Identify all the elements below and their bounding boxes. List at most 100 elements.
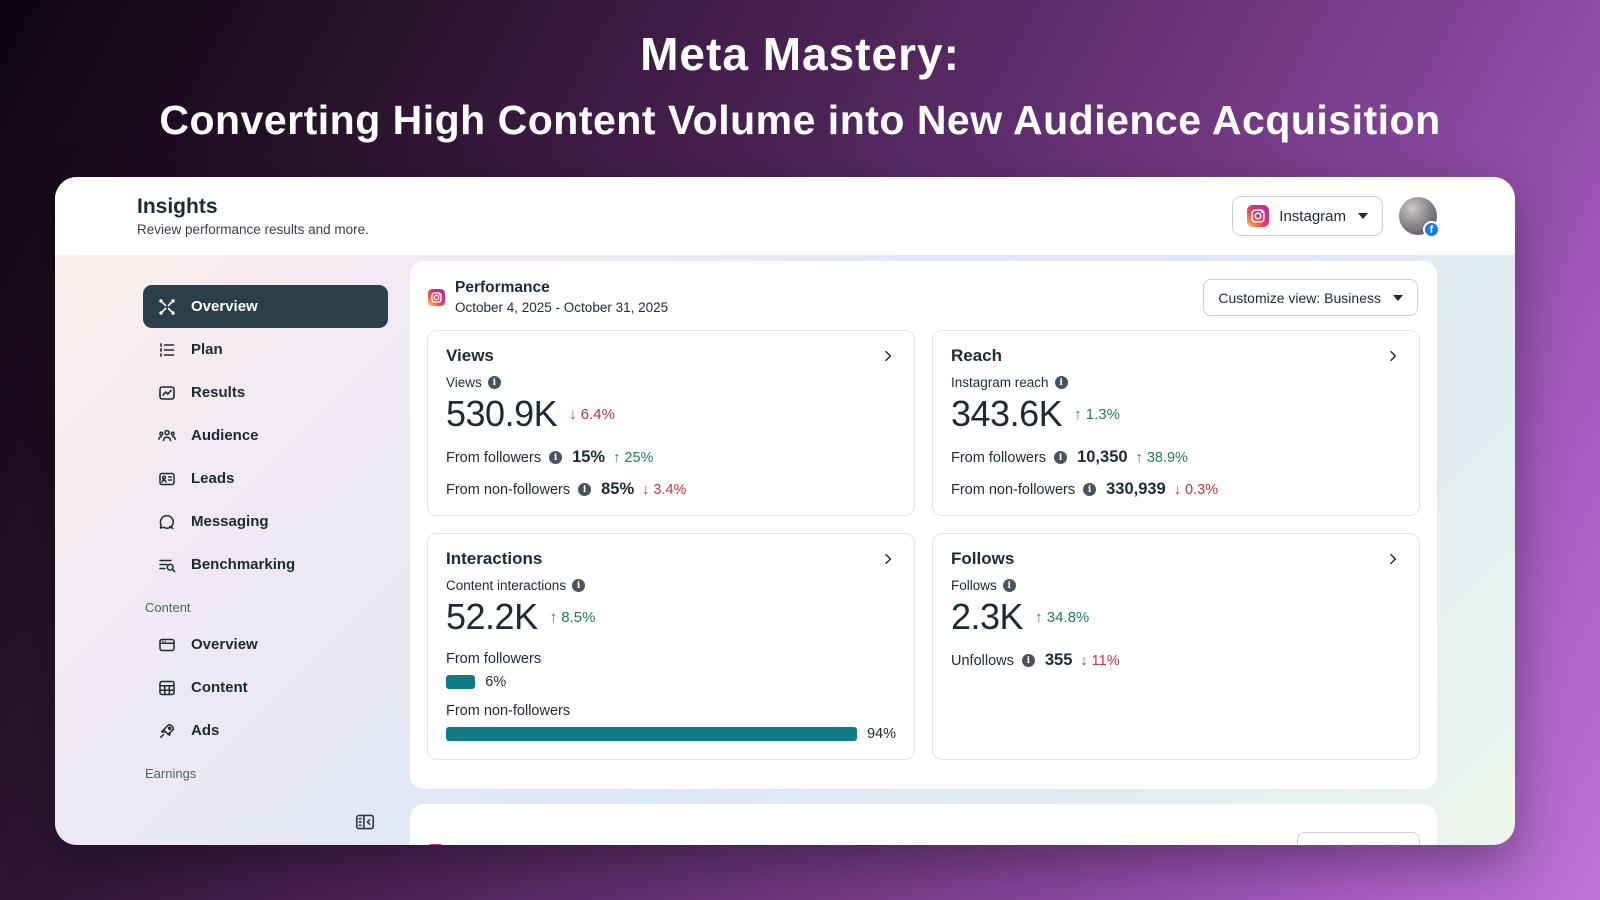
interactions-card: Interactions Content interactions 52.2K … [427, 533, 915, 760]
results-chart-icon [157, 383, 177, 403]
avatar[interactable] [1399, 197, 1440, 238]
benchmarking-search-icon [157, 555, 177, 575]
info-icon[interactable] [578, 483, 592, 496]
chevron-right-icon[interactable] [1385, 348, 1401, 364]
views-card: Views Views 530.9K ↓ 6.4% From follo [427, 330, 915, 516]
bar-label: From followers [446, 651, 542, 667]
performance-title: Performance [455, 279, 550, 296]
sidebar-item-ads[interactable]: Ads [143, 709, 388, 752]
bar-fill [446, 675, 476, 689]
stat-row: From non-followers 85% ↓ 3.4% [446, 480, 896, 499]
sidebar-section-content: Content [145, 600, 191, 615]
reach-value: 343.6K [951, 393, 1063, 434]
stat-row: From non-followers 330,939 ↓ 0.3% [951, 480, 1401, 499]
plan-list-icon [157, 340, 177, 360]
follows-metric-label: Follows [951, 578, 997, 593]
account-selector-label: Instagram [1279, 207, 1346, 225]
chevron-right-icon[interactable] [880, 348, 896, 364]
follows-delta: ↑ 34.8% [1035, 608, 1090, 626]
reach-card: Reach Instagram reach 343.6K ↑ 1.3% [932, 330, 1420, 516]
sidebar: Overview Plan Results Audience [55, 255, 410, 845]
app-header-titles: Insights Review performance results and … [137, 195, 369, 237]
sidebar-item-label: Plan [191, 341, 223, 358]
page-subtitle: Review performance results and more. [137, 222, 369, 237]
info-icon[interactable] [1002, 579, 1016, 592]
follows-card: Follows Follows 2.3K ↑ 34.8% Unfollo [932, 533, 1420, 760]
info-icon[interactable] [1083, 483, 1097, 496]
sidebar-item-audience[interactable]: Audience [143, 414, 388, 457]
info-icon[interactable] [549, 451, 563, 464]
performance-date-range: October 4, 2025 - October 31, 2025 [455, 300, 669, 315]
sidebar-item-label: Ads [191, 722, 220, 739]
recent-content-title: Recent content [454, 843, 566, 845]
info-icon[interactable] [1054, 376, 1068, 389]
info-icon[interactable] [1054, 451, 1068, 464]
sidebar-item-label: Benchmarking [191, 556, 296, 573]
views-metric-label: Views [446, 375, 482, 390]
leads-card-icon [157, 469, 177, 489]
sidebar-item-label: Leads [191, 470, 235, 487]
reach-metric-label: Instagram reach [951, 375, 1049, 390]
reach-delta: ↑ 1.3% [1074, 405, 1120, 423]
bar-percent: 94% [866, 726, 896, 742]
hero-banner: Meta Mastery: Converting High Content Vo… [0, 0, 1600, 144]
follows-value: 2.3K [951, 596, 1024, 637]
sidebar-item-leads[interactable]: Leads [143, 457, 388, 500]
insights-app-window: Insights Review performance results and … [55, 177, 1515, 845]
customize-view-button[interactable]: Customize view: Business [1203, 279, 1418, 316]
sidebar-item-label: Content [191, 679, 248, 696]
sidebar-item-messaging[interactable]: Messaging [143, 500, 388, 543]
reach-card-title: Reach [951, 346, 1003, 365]
sidebar-item-plan[interactable]: Plan [143, 328, 388, 371]
sidebar-section-earnings: Earnings [145, 766, 197, 781]
follows-card-title: Follows [951, 549, 1015, 568]
see-all-content-button[interactable]: See all content [1297, 832, 1420, 845]
stat-row: Unfollows 355 ↓ 11% [951, 651, 1401, 670]
collapse-sidebar-icon[interactable] [354, 811, 376, 833]
views-delta: ↓ 6.4% [569, 405, 615, 423]
sidebar-item-label: Audience [191, 427, 259, 444]
interactions-delta: ↑ 8.5% [549, 608, 596, 626]
sidebar-item-content[interactable]: Content [143, 666, 388, 709]
main-content: Performance October 4, 2025 - October 31… [410, 261, 1437, 845]
instagram-icon [1247, 205, 1270, 227]
hero-title-line1: Meta Mastery: [640, 28, 960, 80]
content-overview-icon [157, 635, 177, 655]
overview-icon [157, 297, 177, 317]
recent-content-panel: Recent content See all content [410, 804, 1437, 845]
performance-panel: Performance October 4, 2025 - October 31… [410, 261, 1437, 789]
chevron-down-icon [1358, 213, 1368, 219]
bar-percent: 6% [485, 674, 507, 690]
page-title: Insights [137, 195, 218, 218]
views-value: 530.9K [446, 393, 558, 434]
info-icon[interactable] [487, 376, 501, 389]
facebook-icon [1423, 221, 1440, 238]
chevron-right-icon[interactable] [1385, 551, 1401, 567]
info-icon[interactable] [572, 579, 586, 592]
account-selector[interactable]: Instagram [1232, 196, 1383, 236]
hero-title-line2: Converting High Content Volume into New … [159, 97, 1441, 143]
bar-fill [446, 727, 857, 741]
sidebar-item-results[interactable]: Results [143, 371, 388, 414]
bar-label: From non-followers [446, 703, 571, 719]
instagram-icon [428, 288, 445, 306]
sidebar-item-label: Overview [191, 298, 258, 315]
sidebar-item-label: Messaging [191, 513, 269, 530]
sidebar-item-overview[interactable]: Overview [143, 285, 388, 328]
content-grid-icon [157, 678, 177, 698]
sidebar-item-label: Overview [191, 636, 258, 653]
interactions-card-title: Interactions [446, 549, 543, 568]
chevron-right-icon[interactable] [880, 551, 896, 567]
ads-rocket-icon [157, 721, 177, 741]
followers-bar: 6% [446, 674, 896, 690]
audience-people-icon [157, 426, 177, 446]
views-card-title: Views [446, 346, 494, 365]
non-followers-bar: 94% [446, 726, 896, 742]
info-icon[interactable] [1021, 654, 1035, 667]
chevron-down-icon [1393, 294, 1403, 301]
sidebar-item-content-overview[interactable]: Overview [143, 623, 388, 666]
stat-row: From followers 15% ↑ 25% [446, 448, 896, 467]
app-header: Insights Review performance results and … [55, 177, 1515, 255]
sidebar-item-benchmarking[interactable]: Benchmarking [143, 543, 388, 586]
app-body: Overview Plan Results Audience [55, 255, 1515, 845]
